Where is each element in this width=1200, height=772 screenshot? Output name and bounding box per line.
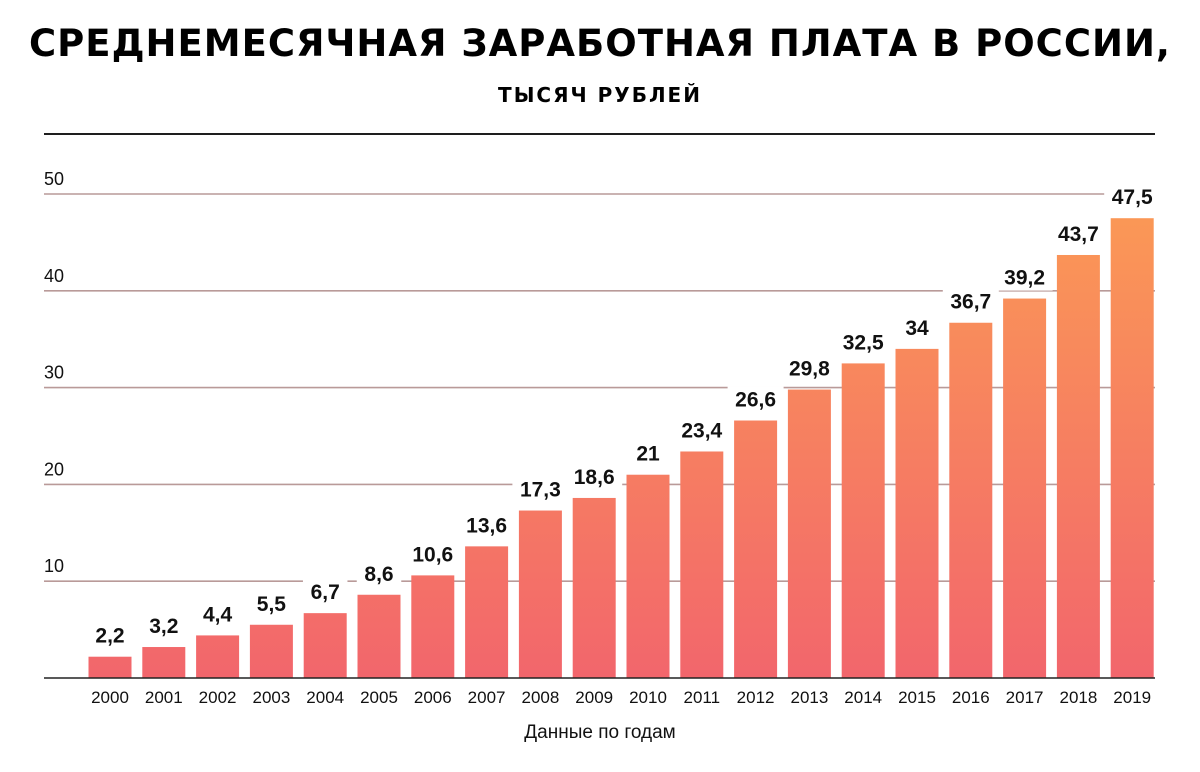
x-tick-label: 2014 [844,688,882,707]
value-label-bg [458,512,515,539]
bar-2014 [841,363,885,678]
value-label-bg [942,288,999,315]
bar-2012 [734,420,778,678]
value-label: 13,6 [466,514,507,537]
chart-subtitle: ТЫСЯЧ РУБЛЕЙ [498,83,702,107]
y-tick-label: 10 [44,556,64,576]
value-label: 47,5 [1112,186,1153,209]
x-tick-label: 2004 [306,688,344,707]
bar-2002 [196,635,240,678]
value-label: 2,2 [95,625,124,648]
x-tick-label: 2016 [952,688,990,707]
value-label-bg [727,386,784,413]
value-label: 39,2 [1004,267,1045,290]
x-tick-label: 2006 [414,688,452,707]
value-label-bg [141,613,187,640]
x-tick-label: 2010 [629,688,667,707]
bar-2001 [142,647,186,678]
x-axis-ticks: 2000 2001 2002 2003 2004 2005 2006 2007 2008 2009… [91,688,1151,707]
x-tick-label: 2007 [468,688,506,707]
value-label-bg [195,601,240,628]
value-label-bg [302,579,348,606]
x-tick-label: 2019 [1113,688,1151,707]
value-label-bg [404,541,461,568]
value-label: 21 [636,443,660,466]
value-label: 8,6 [364,563,393,586]
value-label: 29,8 [789,358,830,381]
x-tick-label: 2009 [575,688,613,707]
bar-2004 [303,613,347,678]
x-axis-label: Данные по годам [524,722,676,743]
bar-2003 [249,624,293,678]
value-label-bg [87,622,133,649]
title-divider [44,133,1155,135]
x-tick-label: 2015 [898,688,936,707]
y-tick-label: 20 [44,459,64,479]
x-tick-label: 2008 [521,688,559,707]
value-labels: 2,2 3,2 4,4 5,5 6,7 8,6 10,6 13,6 17,3 18,6 21 23,4… [87,184,1161,649]
bar-2018 [1056,254,1100,678]
y-tick-label: 40 [44,266,64,286]
value-label: 26,6 [735,389,776,412]
bar-2013 [787,389,831,678]
y-axis-ticks: 10 20 30 40 50 [44,169,64,576]
bars [88,218,1154,678]
value-label: 5,5 [257,593,287,616]
value-label-bg [512,476,569,503]
bar-2011 [680,451,724,678]
x-tick-label: 2000 [91,688,129,707]
value-label-bg [249,590,294,617]
value-label: 43,7 [1058,223,1099,246]
value-label-bg [673,417,730,444]
value-label: 3,2 [149,615,178,638]
bar-2017 [1003,298,1047,678]
value-label-bg [356,560,402,587]
value-label: 4,4 [203,603,233,626]
x-tick-label: 2003 [252,688,290,707]
y-tick-label: 30 [44,363,64,383]
value-label: 6,7 [311,581,340,604]
chart-title: СРЕДНЕМЕСЯЧНАЯ ЗАРАБОТНАЯ ПЛАТА В РОССИИ… [29,22,1171,65]
bar-2009 [572,497,616,678]
value-label: 34 [905,317,929,340]
value-label: 18,6 [574,466,615,489]
bar-2010 [626,474,670,678]
bar-2005 [357,594,401,678]
x-tick-label: 2002 [199,688,237,707]
bar-2007 [465,546,509,678]
value-label-bg [631,440,665,467]
value-label-bg [1104,184,1161,211]
value-label-bg [781,355,838,382]
value-label-bg [1050,220,1107,247]
value-label-bg [900,314,934,341]
value-label-bg [566,463,623,490]
y-tick-label: 50 [44,169,64,189]
value-label: 32,5 [843,331,884,354]
x-tick-label: 2012 [737,688,775,707]
bar-2000 [88,656,132,678]
bar-2016 [949,322,993,678]
bar-2006 [411,575,455,678]
x-tick-label: 2017 [1006,688,1044,707]
value-label-bg [835,329,892,356]
x-tick-label: 2013 [790,688,828,707]
bar-2008 [518,510,562,678]
bar-2019 [1110,218,1154,678]
x-tick-label: 2018 [1059,688,1097,707]
value-label: 17,3 [520,479,561,502]
value-label: 23,4 [681,419,722,442]
bar-2015 [895,348,939,678]
value-label: 36,7 [950,291,991,314]
value-label-bg [996,264,1053,291]
value-label: 10,6 [412,543,453,566]
x-tick-label: 2011 [684,688,721,707]
x-tick-label: 2001 [145,688,183,707]
x-tick-label: 2005 [360,688,398,707]
